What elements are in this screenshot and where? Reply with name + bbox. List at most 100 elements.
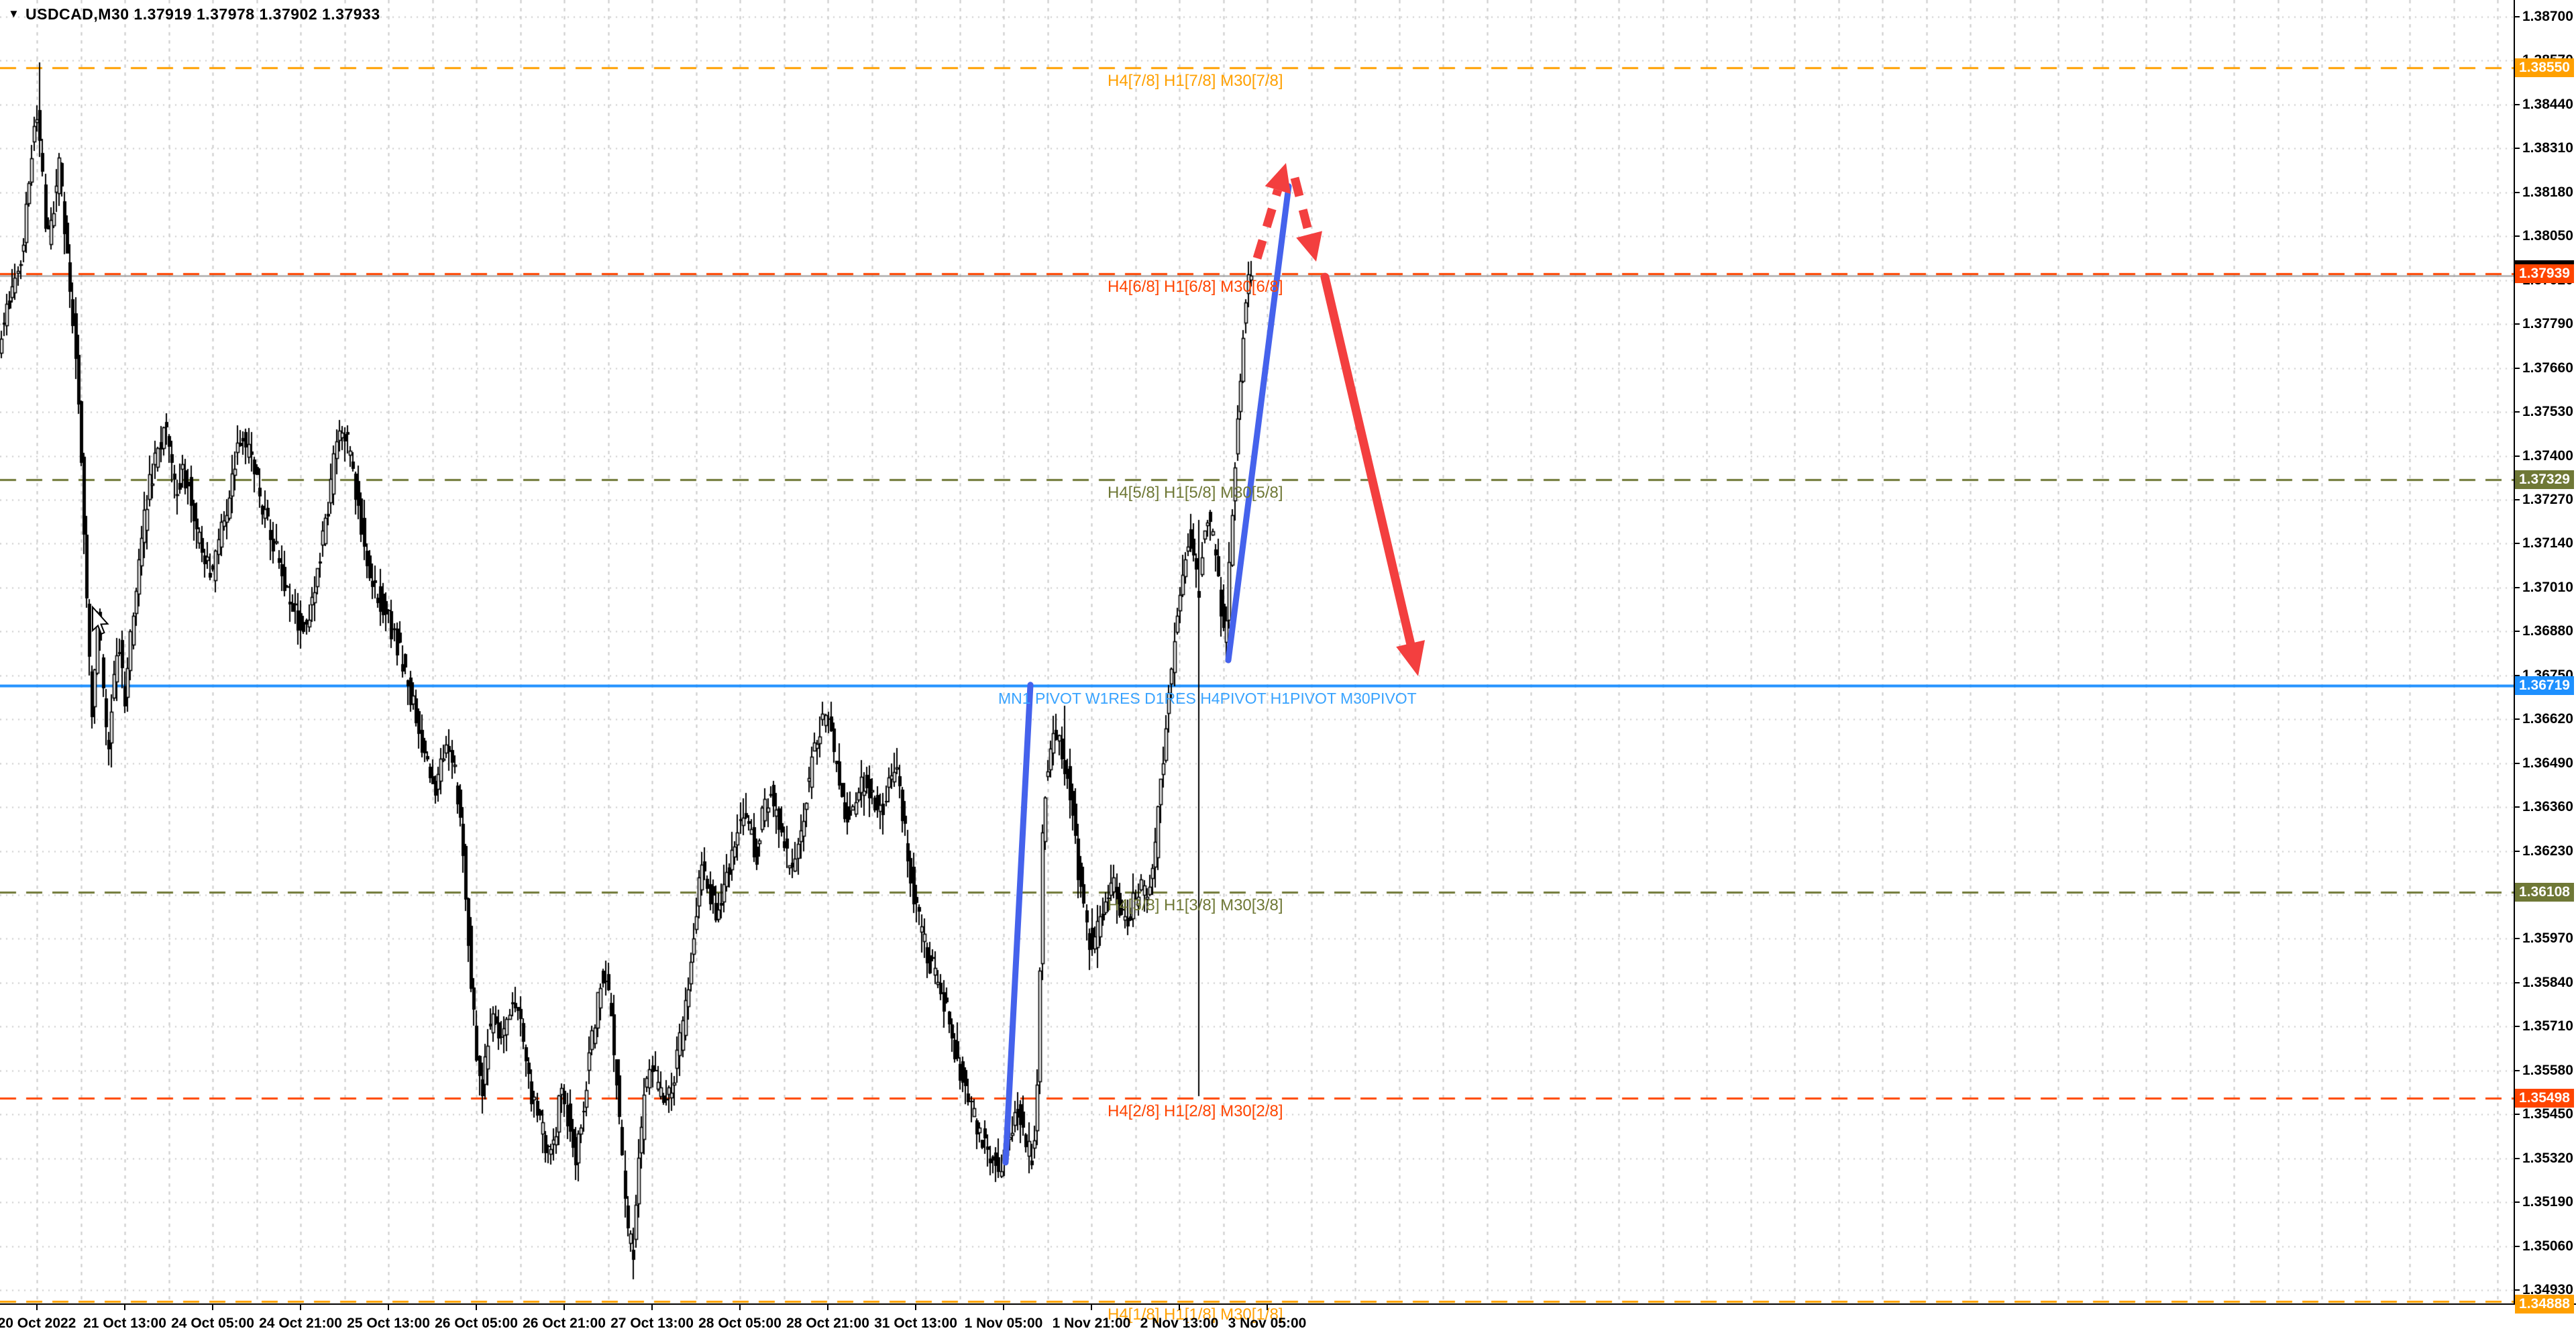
- y-axis-label: 1.38050: [2522, 228, 2573, 244]
- y-axis-label: 1.36490: [2522, 755, 2573, 771]
- x-axis-label: 20 Oct 2022: [0, 1316, 76, 1331]
- y-axis-label: 1.36360: [2522, 799, 2573, 815]
- x-axis-tick: [388, 1305, 389, 1310]
- y-axis-label: 1.35320: [2522, 1150, 2573, 1166]
- y-axis-tick: [2514, 806, 2520, 808]
- y-axis-label: 1.35710: [2522, 1018, 2573, 1034]
- x-axis-tick: [1179, 1305, 1180, 1310]
- x-axis-tick: [1003, 1305, 1004, 1310]
- y-axis-tick: [2514, 1289, 2520, 1291]
- y-axis-label: 1.37660: [2522, 360, 2573, 376]
- x-axis-label: 2 Nov 13:00: [1140, 1316, 1219, 1331]
- y-axis-tick: [2514, 16, 2520, 17]
- x-axis-label: 3 Nov 05:00: [1228, 1316, 1307, 1331]
- x-axis-label: 24 Oct 21:00: [259, 1316, 342, 1331]
- y-axis-label: 1.36880: [2522, 623, 2573, 639]
- murrey-2-8-price-badge: 1.35498: [2515, 1089, 2574, 1108]
- y-axis-label: 1.38440: [2522, 96, 2573, 112]
- murrey-6-8-price-badge: 1.37939: [2515, 264, 2574, 284]
- murrey-6-8-label: H4[6/8] H1[6/8] M30[6/8]: [1108, 278, 1283, 297]
- x-axis-tick: [1091, 1305, 1092, 1310]
- y-axis-tick: [2514, 938, 2520, 940]
- y-axis-label: 1.35450: [2522, 1106, 2573, 1122]
- y-axis-tick: [2514, 323, 2520, 325]
- y-axis-tick: [2514, 1069, 2520, 1071]
- chart-title: USDCAD,M30 1.37919 1.37978 1.37902 1.379…: [25, 5, 380, 23]
- y-axis-tick: [2514, 981, 2520, 983]
- x-axis-label: 26 Oct 05:00: [435, 1316, 518, 1331]
- y-axis-label: 1.38310: [2522, 140, 2573, 156]
- pivot-label: MN1 PIVOT W1RES D1RES H4PIVOT H1PIVOT M3…: [998, 690, 1417, 708]
- y-axis-tick: [2514, 191, 2520, 193]
- x-axis-label: 28 Oct 05:00: [698, 1316, 782, 1331]
- pivot-price-badge: 1.36719: [2515, 676, 2574, 696]
- y-axis-tick: [2514, 455, 2520, 457]
- y-axis-tick: [2514, 674, 2520, 676]
- y-axis-tick: [2514, 718, 2520, 720]
- y-axis-label: 1.35970: [2522, 930, 2573, 947]
- y-axis-label: 1.38700: [2522, 9, 2573, 24]
- y-axis-tick: [2514, 1245, 2520, 1247]
- y-axis-label: 1.36620: [2522, 711, 2573, 727]
- x-axis-label: 21 Oct 13:00: [83, 1316, 166, 1331]
- y-axis-tick: [2514, 850, 2520, 852]
- x-axis-label: 25 Oct 13:00: [347, 1316, 430, 1331]
- x-axis-label: 1 Nov 21:00: [1052, 1316, 1131, 1331]
- x-axis-label: 31 Oct 13:00: [874, 1316, 957, 1331]
- murrey-2-8-label: H4[2/8] H1[2/8] M30[2/8]: [1108, 1102, 1283, 1121]
- y-axis-label: 1.35190: [2522, 1194, 2573, 1210]
- y-axis-label: 1.37530: [2522, 404, 2573, 420]
- x-axis-tick: [36, 1305, 38, 1310]
- x-axis-label: 27 Oct 13:00: [610, 1316, 694, 1331]
- y-axis-tick: [2514, 1026, 2520, 1028]
- murrey-3-8-label: H4[3/8] H1[3/8] M30[3/8]: [1108, 896, 1283, 915]
- x-axis-tick: [915, 1305, 916, 1310]
- x-axis-tick: [651, 1305, 653, 1310]
- y-axis-separator: [2514, 0, 2515, 1305]
- symbol-dropdown-icon[interactable]: ▼: [8, 7, 19, 20]
- y-axis-tick: [2514, 235, 2520, 237]
- x-axis-tick: [300, 1305, 301, 1310]
- y-axis-tick: [2514, 1157, 2520, 1159]
- x-axis-label: 24 Oct 05:00: [171, 1316, 254, 1331]
- y-axis-label: 1.36230: [2522, 843, 2573, 859]
- x-axis-tick: [124, 1305, 125, 1310]
- x-axis-label: 1 Nov 05:00: [964, 1316, 1043, 1331]
- murrey-3-8-price-badge: 1.36108: [2515, 883, 2574, 902]
- x-axis-tick: [1267, 1305, 1268, 1310]
- murrey-7-8-price-badge: 1.38550: [2515, 58, 2574, 77]
- x-axis-tick: [564, 1305, 565, 1310]
- y-axis-tick: [2514, 1114, 2520, 1116]
- y-axis-label: 1.37010: [2522, 579, 2573, 595]
- y-axis-label: 1.34930: [2522, 1282, 2573, 1298]
- y-axis-label: 1.37270: [2522, 491, 2573, 507]
- murrey-5-8-label: H4[5/8] H1[5/8] M30[5/8]: [1108, 484, 1283, 502]
- y-axis-tick: [2514, 367, 2520, 369]
- y-axis-tick: [2514, 543, 2520, 545]
- x-axis-tick: [739, 1305, 741, 1310]
- y-axis-tick: [2514, 586, 2520, 588]
- y-axis-tick: [2514, 411, 2520, 413]
- y-axis-tick: [2514, 498, 2520, 500]
- y-axis-label: 1.37400: [2522, 447, 2573, 464]
- y-axis-label: 1.37140: [2522, 535, 2573, 551]
- y-axis-label: 1.35580: [2522, 1062, 2573, 1078]
- y-axis-label: 1.38180: [2522, 184, 2573, 200]
- y-axis-tick: [2514, 103, 2520, 105]
- murrey-5-8-price-badge: 1.37329: [2515, 470, 2574, 490]
- y-axis-tick: [2514, 762, 2520, 764]
- y-axis-label: 1.35060: [2522, 1238, 2573, 1254]
- y-axis-tick: [2514, 631, 2520, 633]
- x-axis-tick: [827, 1305, 828, 1310]
- x-axis-separator: [0, 1303, 2576, 1305]
- y-axis-tick: [2514, 1201, 2520, 1203]
- x-axis-label: 28 Oct 21:00: [786, 1316, 869, 1331]
- murrey-7-8-label: H4[7/8] H1[7/8] M30[7/8]: [1108, 71, 1283, 90]
- x-axis-label: 26 Oct 21:00: [523, 1316, 606, 1331]
- murrey-1-8-price-badge: 1.34888: [2515, 1295, 2574, 1314]
- y-axis-tick: [2514, 148, 2520, 150]
- murrey-1-8-label: H4[1/8] H1[1/8] M30[1/8]: [1108, 1305, 1283, 1324]
- x-axis-tick: [476, 1305, 477, 1310]
- x-axis-tick: [212, 1305, 213, 1310]
